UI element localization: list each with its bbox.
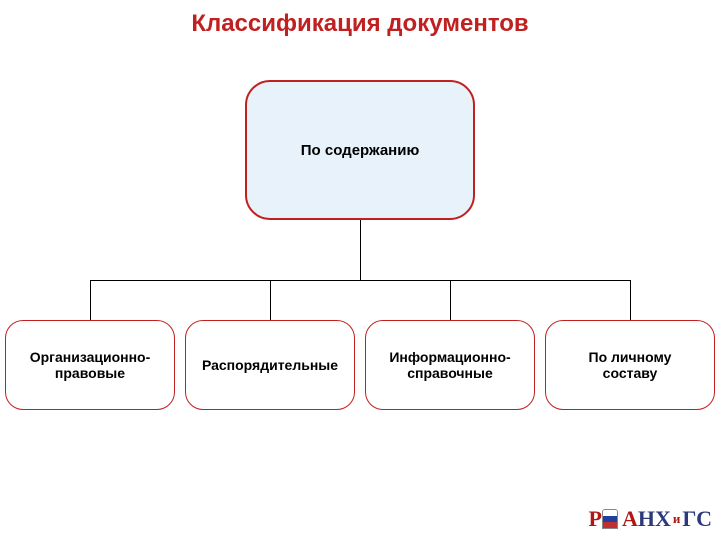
flag-icon [602, 509, 618, 529]
child-node-2: Информационно- справочные [365, 320, 535, 410]
logo-letter-r: Р [589, 506, 602, 532]
child-node-0: Организационно- правовые [5, 320, 175, 410]
brand-logo: Р А НХ и ГС [589, 506, 712, 532]
connector-line [270, 280, 271, 320]
page-title: Классификация документов [0, 0, 720, 38]
root-node: По содержанию [245, 80, 475, 220]
flag-stripe-red [603, 522, 617, 528]
child-node-1: Распорядительные [185, 320, 355, 410]
logo-letter-i: и [673, 511, 681, 527]
logo-letters-nh: НХ [638, 506, 671, 532]
connector-line [450, 280, 451, 320]
child-node-3: По личному составу [545, 320, 715, 410]
connector-line [360, 220, 361, 280]
connector-line [90, 280, 91, 320]
connector-line [630, 280, 631, 320]
logo-letters-gs: ГС [682, 506, 712, 532]
connector-line [90, 280, 630, 281]
logo-letter-a: А [622, 506, 638, 532]
